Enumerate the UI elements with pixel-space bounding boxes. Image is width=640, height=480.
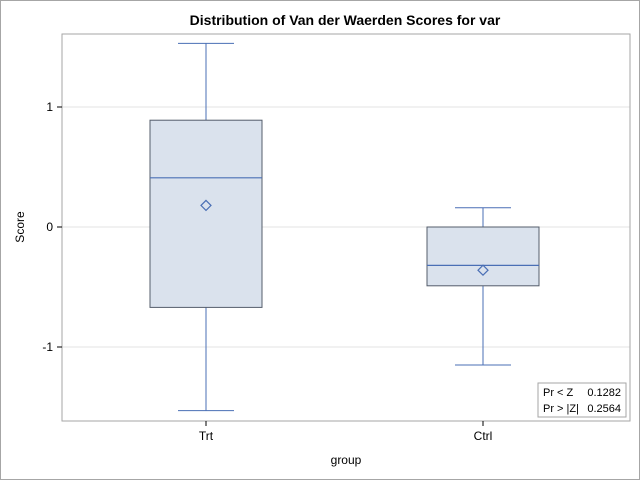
inset-box: [537, 382, 627, 418]
interquartile-box: [426, 226, 540, 287]
y-tick-label: 0: [46, 220, 53, 234]
inset-label: Pr < Z: [543, 387, 574, 399]
x-axis-ticks: Trt Ctrl: [199, 421, 492, 443]
statistics-inset: Pr < Z 0.1282 Pr > |Z| 0.2564: [537, 382, 627, 418]
x-tick-label: Ctrl: [474, 429, 493, 443]
inset-value: 0.2564: [587, 403, 621, 415]
grid-lines: [62, 106, 630, 348]
mean-marker: [477, 264, 489, 277]
mean-marker: [200, 199, 212, 212]
interquartile-box: [149, 119, 263, 308]
y-axis-ticks: 1 0 -1: [42, 100, 62, 354]
x-axis-label: group: [331, 453, 362, 467]
y-tick-label: -1: [42, 340, 53, 354]
y-axis-label: Score: [13, 211, 27, 243]
plot-marks: [149, 42, 540, 412]
box-ctrl: [426, 207, 540, 366]
box-trt: [149, 42, 263, 412]
chart-title: Distribution of Van der Waerden Scores f…: [190, 12, 501, 28]
x-tick-label: Trt: [199, 429, 214, 443]
inset-label: Pr > |Z|: [543, 403, 579, 415]
inset-value: 0.1282: [587, 387, 621, 399]
y-tick-label: 1: [46, 100, 53, 114]
